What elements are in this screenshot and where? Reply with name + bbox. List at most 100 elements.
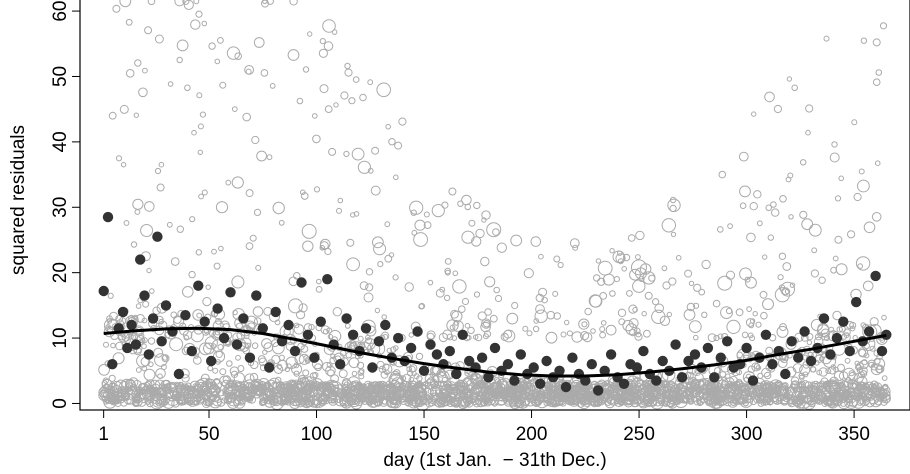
raw-residual-point <box>146 267 152 274</box>
raw-residual-point <box>176 56 183 64</box>
raw-residual-point <box>302 369 310 377</box>
raw-residual-point <box>289 0 298 6</box>
raw-residual-point <box>231 176 244 189</box>
raw-residual-point <box>119 104 129 114</box>
raw-residual-point <box>771 396 780 405</box>
raw-residual-point <box>408 376 415 383</box>
raw-residual-point <box>125 18 133 26</box>
raw-residual-point <box>694 372 704 382</box>
raw-residual-point <box>752 311 758 317</box>
raw-residual-point <box>489 314 498 323</box>
raw-residual-point <box>384 254 393 263</box>
raw-residual-point <box>473 201 481 210</box>
raw-residual-point <box>225 341 232 347</box>
raw-residual-point <box>688 280 695 287</box>
raw-residual-point <box>767 399 774 406</box>
raw-residual-point <box>732 398 739 405</box>
raw-residual-point <box>862 280 874 292</box>
daily-mean-point <box>244 352 256 363</box>
daily-mean-point <box>160 300 172 311</box>
raw-residual-point <box>378 365 386 373</box>
raw-residual-point <box>114 388 123 397</box>
raw-residual-point <box>142 300 150 308</box>
raw-residual-point <box>125 387 134 395</box>
raw-residual-point <box>358 373 365 380</box>
raw-residual-point <box>788 214 794 220</box>
raw-residual-point <box>832 395 844 407</box>
raw-residual-point <box>865 390 876 401</box>
raw-residual-point <box>668 383 679 393</box>
raw-residual-point <box>806 339 813 346</box>
raw-residual-point <box>814 391 821 398</box>
raw-residual-point <box>541 296 548 304</box>
raw-residual-point <box>204 395 211 402</box>
raw-residual-point <box>513 385 520 392</box>
raw-residual-point <box>253 208 262 216</box>
raw-residual-point <box>632 307 638 313</box>
raw-residual-point <box>195 249 203 256</box>
raw-residual-point <box>590 328 596 334</box>
raw-residual-point <box>130 334 137 340</box>
raw-residual-point <box>144 397 152 405</box>
daily-mean-point <box>130 339 142 350</box>
raw-residual-point <box>746 232 756 243</box>
daily-mean-point <box>322 274 333 285</box>
raw-residual-point <box>615 253 626 264</box>
daily-mean-point <box>554 365 565 376</box>
daily-mean-point <box>302 329 314 340</box>
raw-residual-point <box>231 106 238 112</box>
raw-residual-point <box>177 387 183 393</box>
raw-residual-point <box>863 221 876 234</box>
raw-residual-point <box>388 394 396 402</box>
raw-residual-point <box>848 370 855 377</box>
raw-residual-point <box>776 325 789 338</box>
raw-residual-point <box>179 325 189 336</box>
raw-residual-point <box>98 363 110 376</box>
raw-residual-point <box>662 397 670 405</box>
raw-residual-point <box>564 319 570 326</box>
raw-residual-point <box>219 375 230 387</box>
raw-residual-point <box>473 334 479 340</box>
raw-residual-point <box>476 382 487 392</box>
raw-residual-point <box>108 374 116 382</box>
daily-mean-point <box>238 313 249 324</box>
y-tick-label: 30 <box>50 197 71 218</box>
raw-residual-point <box>429 385 441 397</box>
raw-residual-point <box>420 382 429 390</box>
raw-residual-point <box>695 386 702 393</box>
raw-residual-point <box>416 375 423 382</box>
raw-residual-point <box>300 345 309 353</box>
raw-residual-point <box>103 341 109 348</box>
raw-residual-point <box>202 297 212 307</box>
raw-residual-point <box>470 384 482 396</box>
raw-residual-point <box>365 268 374 276</box>
raw-residual-point <box>154 167 162 175</box>
raw-residual-point <box>183 0 194 10</box>
raw-residual-point <box>850 382 857 389</box>
raw-residual-point <box>278 354 285 361</box>
raw-residual-point <box>701 311 708 318</box>
daily-mean-point <box>670 339 681 350</box>
daily-mean-point <box>509 375 520 386</box>
raw-residual-point <box>483 330 492 338</box>
raw-residual-point <box>433 380 442 389</box>
raw-residual-point <box>166 383 172 390</box>
raw-residual-point <box>219 81 227 89</box>
raw-residual-point <box>469 395 478 403</box>
raw-residual-point <box>292 393 302 404</box>
raw-residual-point <box>752 391 759 398</box>
raw-residual-point <box>552 389 565 401</box>
raw-residual-point <box>137 397 147 407</box>
raw-residual-point <box>845 377 852 384</box>
raw-residual-point <box>834 195 842 202</box>
raw-residual-point <box>367 396 376 404</box>
raw-residual-point <box>825 368 832 375</box>
smooth-curve <box>103 326 887 378</box>
raw-residual-point <box>595 258 602 264</box>
daily-mean-point <box>180 310 191 321</box>
raw-residual-point <box>234 52 242 61</box>
raw-residual-point <box>340 91 349 100</box>
raw-residual-point <box>762 254 768 260</box>
raw-residual-point <box>390 398 397 406</box>
raw-residual-point <box>197 123 204 130</box>
